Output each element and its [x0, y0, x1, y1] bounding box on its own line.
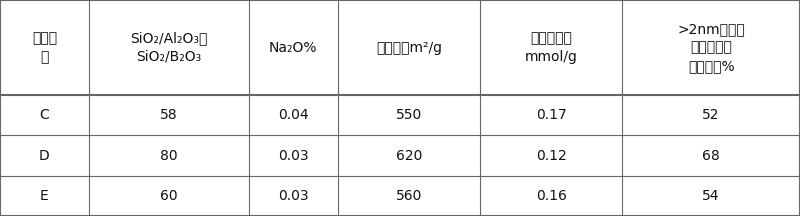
- Text: 58: 58: [160, 108, 178, 122]
- Text: 比表面，m²/g: 比表面，m²/g: [376, 41, 442, 54]
- Text: C: C: [39, 108, 50, 122]
- Text: E: E: [40, 189, 49, 203]
- Text: 560: 560: [396, 189, 422, 203]
- Text: 54: 54: [702, 189, 720, 203]
- Text: 80: 80: [160, 149, 178, 162]
- Text: 0.12: 0.12: [536, 149, 566, 162]
- Text: D: D: [39, 149, 50, 162]
- Text: 0.04: 0.04: [278, 108, 309, 122]
- Text: 68: 68: [702, 149, 720, 162]
- Text: 沩石编
号: 沩石编 号: [32, 31, 57, 64]
- Text: 红外酸度，
mmol/g: 红外酸度， mmol/g: [525, 31, 578, 64]
- Text: 0.03: 0.03: [278, 149, 309, 162]
- Text: 0.03: 0.03: [278, 189, 309, 203]
- Text: Na₂O%: Na₂O%: [269, 41, 318, 54]
- Text: 52: 52: [702, 108, 720, 122]
- Text: 550: 550: [396, 108, 422, 122]
- Text: SiO₂/Al₂O₃或
SiO₂/B₂O₃: SiO₂/Al₂O₃或 SiO₂/B₂O₃: [130, 31, 207, 64]
- Text: 620: 620: [396, 149, 422, 162]
- Text: 0.16: 0.16: [536, 189, 566, 203]
- Text: 60: 60: [160, 189, 178, 203]
- Text: >2nm的二次
孔容积占总
孔容比例%: >2nm的二次 孔容积占总 孔容比例%: [678, 22, 745, 73]
- Text: 0.17: 0.17: [536, 108, 566, 122]
